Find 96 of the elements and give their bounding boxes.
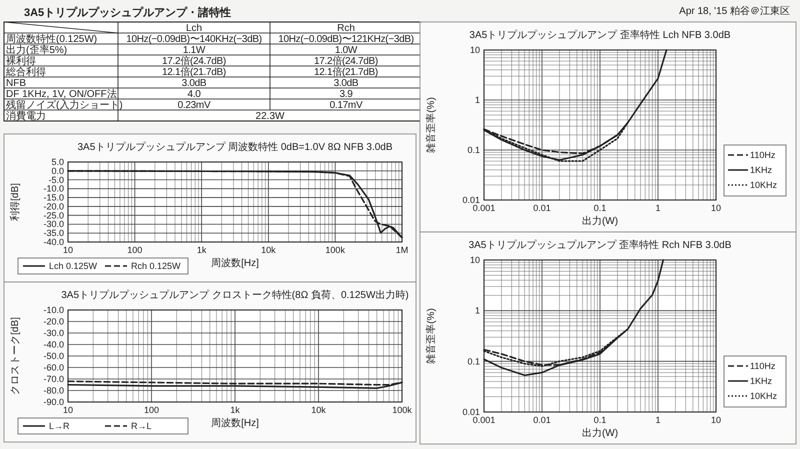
y-tick-label: -5.0 (48, 174, 64, 185)
chart-title: 3A5トリプルプッシュプルアンプ クロストーク特性(8Ω 負荷、0.125W出力時) (61, 289, 409, 301)
category-label: DF 1KHz, 1V, ON/OFF法 (6, 89, 117, 100)
x-tick-label: 10 (710, 415, 722, 425)
category-label: 総合利得 (6, 67, 46, 78)
y-tick-label: -70.0 (43, 374, 64, 384)
legend-label: 110Hz (750, 150, 776, 160)
y-tick-label: -30.0 (43, 328, 64, 338)
text: 12.1倍(21.7dB) (314, 67, 378, 78)
text: 3A5トリプルプッシュプルアンプ・諸特性 (24, 6, 232, 19)
text: 1.0W (334, 45, 358, 56)
y-axis-title: 雑音歪率(%) (425, 97, 437, 153)
y-tick-label: 5.0 (51, 157, 64, 167)
text: 17.2倍(24.7dB) (314, 56, 378, 67)
legend-label: Lch 0.125W (49, 261, 98, 271)
text: 3.9 (339, 89, 353, 100)
x-tick-label: 1M (396, 245, 408, 255)
legend-label: L→R (49, 421, 70, 431)
x-tick-label: 10k (311, 405, 326, 415)
x-tick-label: 0.1 (594, 203, 606, 213)
y-tick-label: -20.0 (43, 316, 64, 326)
category-label: 出力(歪率5%) (6, 45, 68, 56)
text: 10Hz(−0.09dB)〜121KHz(−3dB) (278, 34, 414, 45)
y-tick-label: -30.0 (43, 219, 64, 230)
y-tick-label: -40.0 (43, 340, 64, 350)
text: 12.1倍(21.7dB) (162, 67, 226, 78)
x-tick-label: 100 (127, 245, 142, 255)
x-tick-label: 1 (655, 203, 661, 213)
y-tick-label: 1 (474, 95, 480, 105)
legend-label: Rch 0.125W (131, 261, 182, 271)
category-label: 残留ノイズ(入力ショート) (6, 100, 123, 111)
legend-label: 1KHz (750, 165, 773, 175)
x-tick-label: 10 (62, 405, 74, 415)
text: Apr 18, '15 粕谷＠江東区 (679, 5, 790, 17)
text: 1.1W (182, 45, 206, 56)
x-tick-label: 10 (62, 245, 74, 255)
x-tick-label: 0.01 (533, 203, 551, 213)
category-label: NFB (6, 78, 26, 89)
y-tick-label: 0.0 (51, 166, 64, 176)
y-axis-title: クロストーク[dB] (10, 316, 21, 395)
category-label: 消費電力 (6, 111, 46, 122)
y-tick-label: 1 (474, 306, 480, 316)
legend-label: 1KHz (750, 376, 773, 386)
text: 22.3W (256, 111, 284, 122)
legend-label: 110Hz (750, 361, 776, 371)
x-axis-title: 周波数[Hz] (211, 417, 260, 429)
y-tick-label: -20.0 (43, 201, 64, 212)
category-label: 周波数特性(0.125W) (6, 34, 98, 45)
legend-label: 10KHz (750, 180, 778, 190)
category-label: Rch (337, 23, 355, 34)
y-tick-label: 0.01 (462, 195, 480, 205)
text: 3.0dB (334, 78, 358, 89)
y-tick-label: 0.1 (467, 145, 480, 155)
category-label: Lch (186, 23, 202, 34)
y-tick-label: -60.0 (43, 362, 64, 372)
chart-title: 3A5トリプルプッシュプルアンプ 歪率特性 Rch NFB 3.0dB (468, 239, 732, 251)
x-tick-label: 0.1 (594, 415, 606, 425)
text: 3.0dB (182, 78, 206, 89)
y-tick-label: -40.0 (43, 237, 64, 247)
y-tick-label: -10.0 (43, 184, 64, 194)
y-tick-label: 10 (470, 255, 480, 265)
text: 10Hz(−0.09dB)〜140KHz(−3dB) (126, 34, 262, 45)
chart-title: 3A5トリプルプッシュプルアンプ 歪率特性 Lch NFB 3.0dB (469, 29, 731, 41)
x-axis-title: 周波数[Hz] (211, 257, 260, 269)
category-label: 裸利得 (6, 56, 36, 67)
x-axis-title: 出力(W) (582, 215, 618, 227)
x-tick-label: 10k (261, 245, 276, 255)
y-axis-title: 利得[dB] (9, 182, 21, 221)
x-tick-label: 100k (325, 245, 346, 255)
y-tick-label: -50.0 (43, 351, 64, 361)
text: 17.2倍(24.7dB) (162, 56, 226, 67)
y-tick-label: -15.0 (43, 192, 64, 203)
x-tick-label: 1k (230, 405, 240, 415)
text: 0.17mV (330, 100, 362, 111)
x-tick-label: 100 (144, 405, 160, 415)
text: 4.0 (187, 89, 201, 100)
legend-label: R→L (131, 421, 152, 431)
y-axis-title: 雑音歪率(%) (425, 308, 437, 364)
x-tick-label: 0.01 (533, 415, 551, 425)
x-tick-label: 0.001 (472, 415, 496, 425)
x-tick-label: 100k (392, 405, 412, 415)
text: 0.23mV (178, 100, 210, 111)
y-tick-label: 0.1 (467, 356, 480, 366)
x-axis-title: 出力(W) (582, 427, 618, 439)
y-tick-label: -25.0 (43, 210, 64, 220)
y-tick-label: -80.0 (43, 386, 64, 396)
x-tick-label: 0.001 (472, 203, 496, 213)
y-tick-label: -10.0 (43, 305, 64, 315)
x-tick-label: 1 (655, 415, 661, 425)
chart-title: 3A5トリプルプッシュプルアンプ 周波数特性 0dB=1.0V 8Ω NFB 3.0dB (77, 141, 393, 153)
legend-label: 10KHz (750, 391, 778, 401)
x-tick-label: 10 (710, 203, 722, 213)
y-tick-label: -35.0 (43, 228, 64, 238)
y-tick-label: -90.0 (43, 397, 64, 407)
y-tick-label: 10 (470, 45, 480, 55)
x-tick-label: 1k (196, 245, 207, 255)
